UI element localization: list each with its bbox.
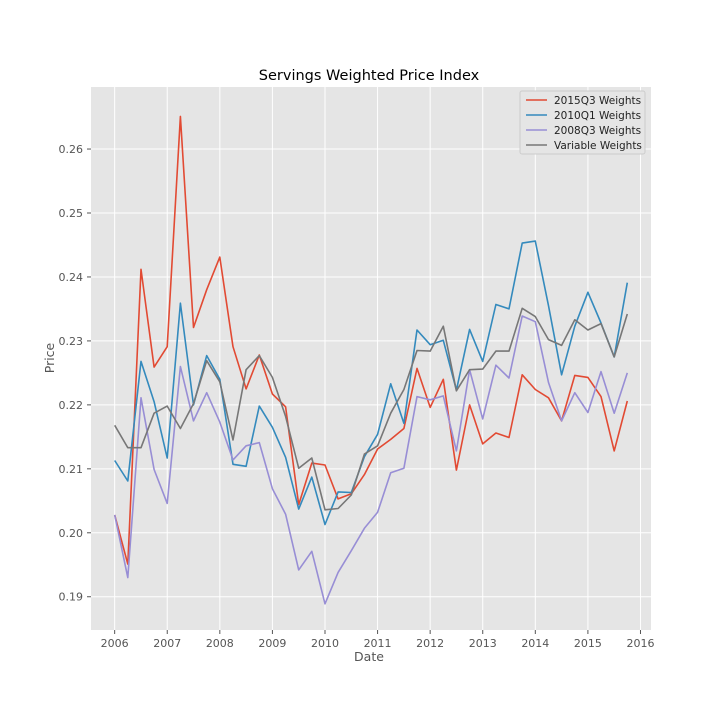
legend-label: Variable Weights (554, 140, 642, 152)
legend-label: 2010Q1 Weights (554, 110, 641, 122)
x-tick-label: 2013 (469, 637, 497, 650)
legend-label: 2008Q3 Weights (554, 125, 641, 137)
x-tick-label: 2008 (206, 637, 234, 650)
x-axis-title: Date (354, 649, 384, 664)
legend-label: 2015Q3 Weights (554, 95, 641, 107)
series-line-2008q3-weights (113, 315, 629, 605)
x-tick-label: 2010 (311, 637, 339, 650)
legend: 2015Q3 Weights 2010Q1 Weights 2008Q3 Weigh… (519, 90, 646, 155)
x-tick-label: 2009 (258, 637, 286, 650)
y-tick-label: 0.20 (59, 527, 84, 540)
x-axis-ticks: 2006 2007 2008 2009 2010 2011 2012 2013 2014 2015… (101, 630, 654, 650)
chart-title: Servings Weighted Price Index (259, 68, 480, 84)
series-line-variable-weights (114, 307, 629, 511)
x-tick-label: 2006 (101, 637, 129, 650)
x-tick-label: 2014 (521, 637, 549, 650)
y-tick-label: 0.25 (59, 207, 84, 220)
x-tick-label: 2007 (153, 637, 181, 650)
y-tick-label: 0.19 (59, 591, 84, 604)
y-tick-label: 0.21 (59, 463, 84, 476)
y-tick-label: 0.26 (59, 143, 84, 156)
x-tick-label: 2015 (574, 637, 602, 650)
y-axis-title: Price (42, 342, 57, 373)
y-tick-label: 0.24 (59, 271, 84, 284)
legend-frame (519, 90, 646, 155)
series-lines (113, 115, 629, 605)
y-tick-label: 0.22 (59, 399, 84, 412)
y-axis-ticks: 0.19 0.20 0.21 0.22 0.23 0.24 0.25 0.26 (59, 143, 91, 604)
x-tick-label: 2012 (416, 637, 444, 650)
series-line-2015q3-weights (113, 115, 629, 565)
x-tick-label: 2011 (364, 637, 392, 650)
x-tick-label: 2016 (626, 637, 654, 650)
y-tick-label: 0.23 (59, 335, 84, 348)
